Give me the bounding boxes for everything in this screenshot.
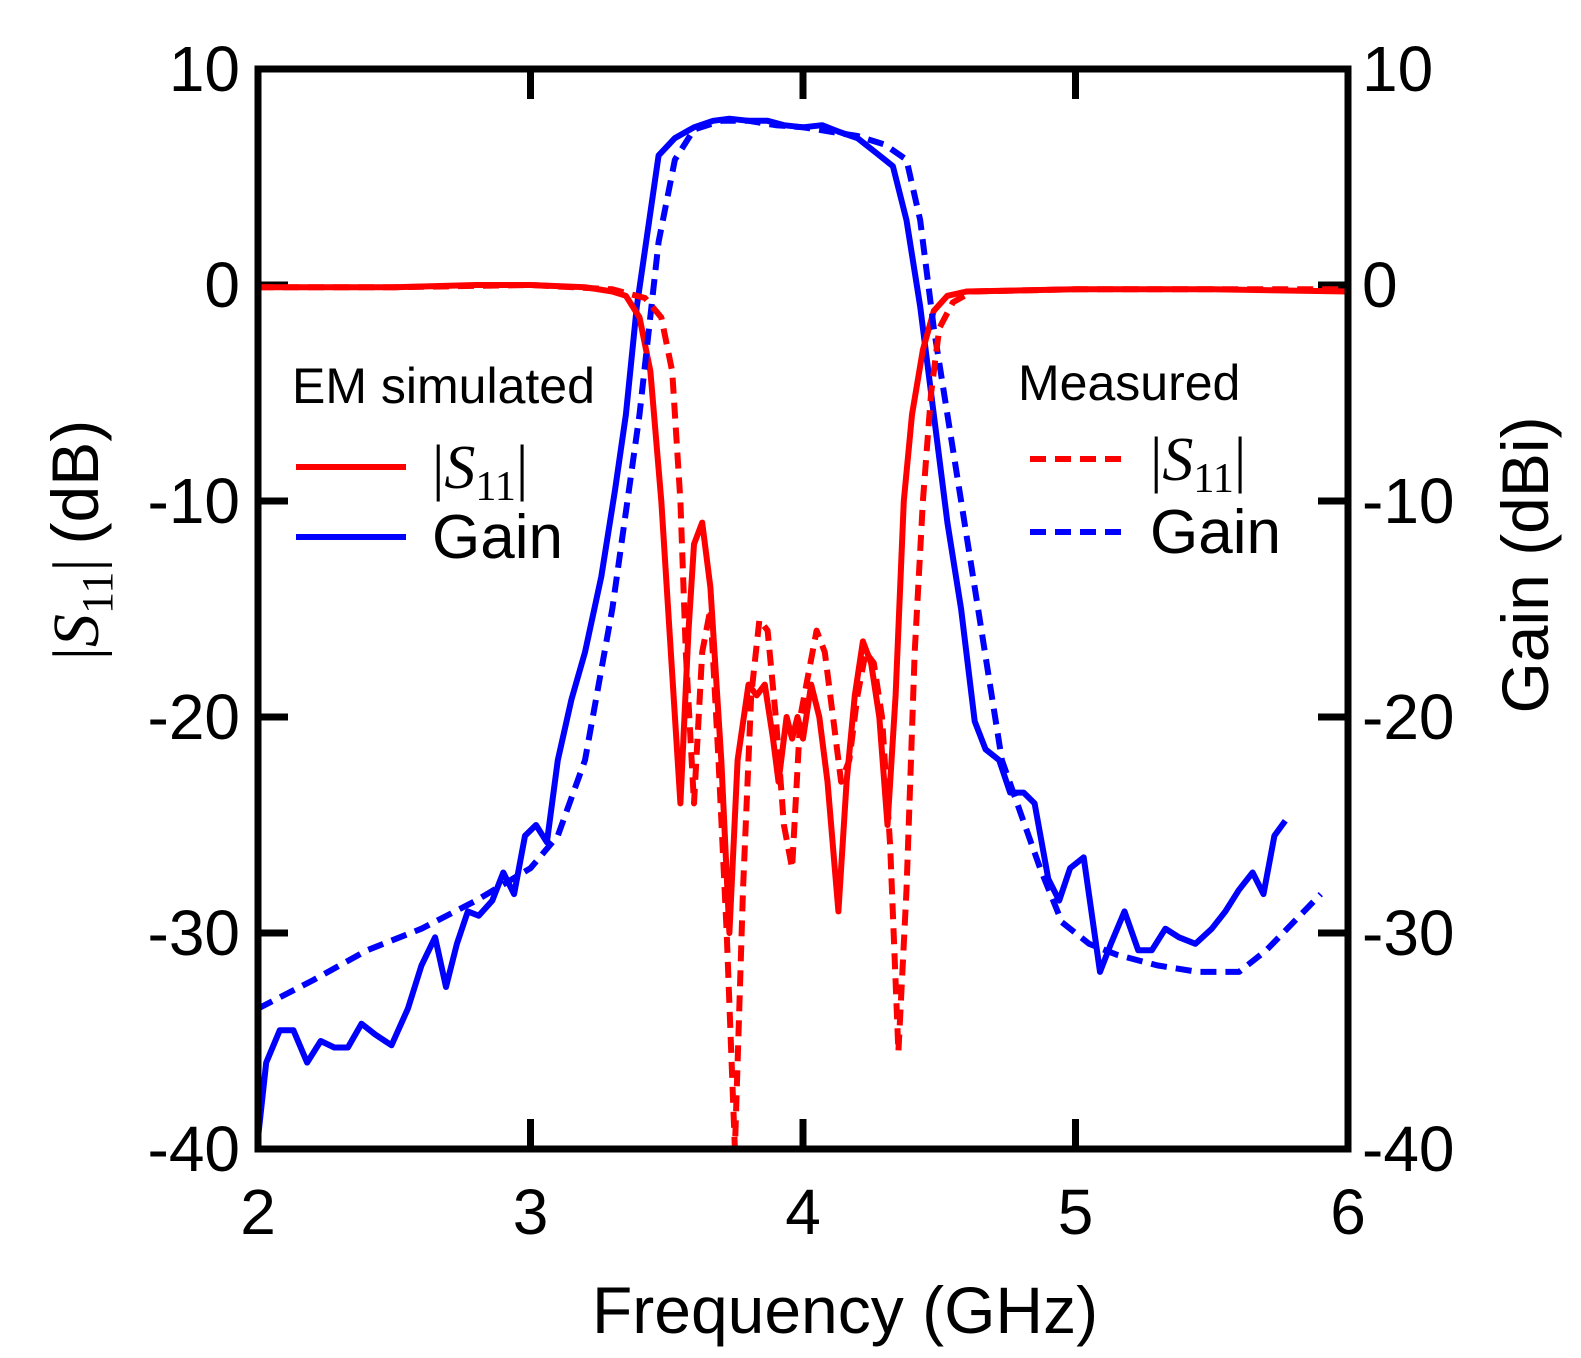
legend-right-title: Measured xyxy=(1018,355,1240,411)
legend-right-gain-label: Gain xyxy=(1150,498,1281,567)
y-right-axis-title: Gain (dBi) xyxy=(1488,416,1562,713)
y-left-tick-labels: 10 0 -10 -20 -30 -40 xyxy=(148,33,241,1185)
x-tick-label-1: 3 xyxy=(513,1176,549,1248)
x-tick-label-4: 6 xyxy=(1330,1176,1366,1248)
y-right-tick-labels: 10 0 -10 -20 -30 -40 xyxy=(1362,33,1455,1185)
legend-left-title: EM simulated xyxy=(292,358,595,414)
y-left-tick-label-3: -20 xyxy=(148,681,241,753)
y-right-tick-label-3: -20 xyxy=(1362,681,1455,753)
y-left-axis-title: |S11|(dB) xyxy=(38,420,122,661)
y-right-tick-label-0: 10 xyxy=(1362,33,1433,105)
x-tick-label-2: 4 xyxy=(785,1176,821,1248)
y-left-tick-label-1: 0 xyxy=(204,249,240,321)
y-left-tick-label-5: -40 xyxy=(148,1113,241,1185)
x-tick-label-0: 2 xyxy=(240,1176,276,1248)
series-group xyxy=(258,115,1348,1149)
y-left-tick-label-0: 10 xyxy=(169,33,240,105)
legend-right-s11-label: |S11| xyxy=(1150,426,1246,502)
y-left-unit: (dB) xyxy=(38,420,112,545)
y-right-tick-label-5: -40 xyxy=(1362,1113,1455,1185)
x-tick-label-3: 5 xyxy=(1058,1176,1094,1248)
y-left-bar-open: | xyxy=(40,647,113,660)
svg-text:|S11|(dB): |S11|(dB) xyxy=(38,420,122,661)
y-left-sub: 11 xyxy=(73,572,122,614)
series-line-3 xyxy=(258,117,1323,1012)
ticks xyxy=(258,69,1348,1149)
y-left-tick-label-4: -30 xyxy=(148,897,241,969)
y-right-tick-label-2: -10 xyxy=(1362,465,1455,537)
series-line-0 xyxy=(258,282,1348,936)
legend-left-s11-label: |S11| xyxy=(432,434,528,510)
y-left-tick-label-2: -10 xyxy=(148,465,241,537)
y-right-tick-label-1: 0 xyxy=(1362,249,1398,321)
plot-frame xyxy=(254,65,1352,1153)
x-tick-labels: 2 3 4 5 6 xyxy=(240,1176,1366,1248)
y-left-s: S xyxy=(40,614,113,647)
legend-left-gain-label: Gain xyxy=(432,503,563,572)
y-right-tick-label-4: -30 xyxy=(1362,897,1455,969)
series-line-2 xyxy=(258,282,1348,1149)
legend-right: Measured |S11| Gain xyxy=(1018,355,1281,567)
x-axis-title: Frequency (GHz) xyxy=(592,1273,1098,1347)
series-line-1 xyxy=(258,115,1288,1139)
y-left-bar-close: | xyxy=(40,558,113,571)
legend-left: EM simulated |S11| Gain xyxy=(292,358,595,572)
